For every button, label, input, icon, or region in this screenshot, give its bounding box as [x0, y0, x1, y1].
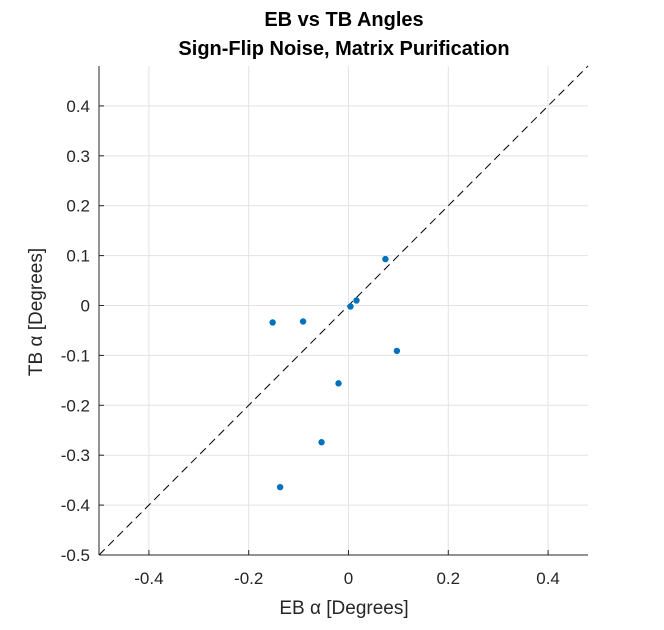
- data-point: [318, 439, 325, 446]
- chart-title-line-1: EB vs TB Angles: [264, 9, 423, 31]
- y-tick-label: -0.5: [61, 546, 90, 565]
- chart-title: EB vs TB Angles Sign-Flip Noise, Matrix …: [178, 9, 509, 60]
- data-point: [335, 380, 342, 387]
- data-points: [269, 255, 401, 491]
- y-tick-label: 0.3: [66, 147, 90, 166]
- x-axis-label: EB α [Degrees]: [279, 598, 408, 619]
- y-tick-label: 0.1: [66, 247, 90, 266]
- y-tick-label: 0: [81, 297, 90, 316]
- data-point: [393, 347, 401, 355]
- chart-title-line-2: Sign-Flip Noise, Matrix Purification: [178, 38, 509, 60]
- x-tick-label: -0.4: [134, 569, 163, 588]
- data-point: [269, 319, 276, 326]
- data-point: [347, 303, 354, 310]
- x-tick-label: 0.4: [536, 569, 560, 588]
- x-tick-label: 0: [344, 569, 353, 588]
- x-tick-label: 0.2: [436, 569, 460, 588]
- y-tick-label: -0.4: [61, 496, 90, 515]
- y-tick-label: -0.3: [61, 446, 90, 465]
- data-point: [299, 318, 307, 325]
- y-axis-label: TB α [Degrees]: [26, 248, 47, 376]
- data-point: [382, 255, 389, 263]
- reference-line-group: [98, 65, 589, 556]
- y-tick-label: -0.2: [61, 396, 90, 415]
- y-tick-label: -0.1: [61, 346, 90, 365]
- x-tick-label: -0.2: [234, 569, 263, 588]
- data-point: [276, 483, 284, 491]
- y-tick-label: 0.2: [66, 197, 90, 216]
- y-tick-label: 0.4: [66, 97, 90, 116]
- axes: [98, 66, 588, 556]
- reference-line: [98, 65, 589, 556]
- data-point: [353, 297, 360, 304]
- tick-labels: -0.4 -0.2 0 0.2 0.4 -0.5 -0.4 -0.3 -0.2 -0.1 0 0.1 0…: [61, 97, 560, 588]
